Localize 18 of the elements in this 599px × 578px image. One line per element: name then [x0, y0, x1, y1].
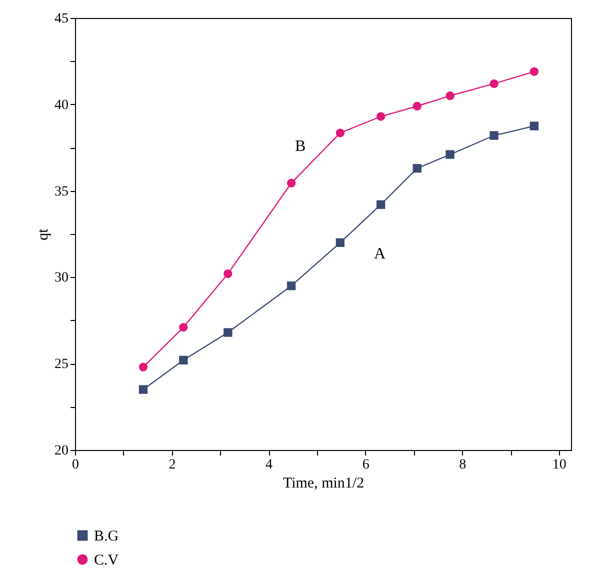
legend-label: C.V [94, 552, 119, 568]
annotation: B [294, 138, 306, 156]
y-tick-label: 25 [54, 357, 68, 372]
y-tick-label: 40 [54, 98, 68, 113]
x-tick-label: 6 [362, 458, 370, 472]
y-tick-label: 20 [54, 444, 68, 458]
x-tick-label: 0 [72, 458, 79, 472]
legend-label: B.G [94, 528, 119, 544]
x-tick-label: 4 [266, 458, 273, 472]
y-tick-label: 35 [54, 184, 68, 200]
x-tick-label: 10 [552, 458, 566, 472]
x-axis-title: Time, min1/2 [282, 476, 364, 492]
x-tick-label: 2 [168, 458, 176, 472]
y-axis-title: qt [36, 228, 52, 240]
x-tick-label: 8 [459, 458, 466, 472]
annotation: A [374, 246, 386, 263]
y-tick-label: 45 [54, 12, 68, 26]
y-tick-label: 30 [54, 270, 68, 286]
